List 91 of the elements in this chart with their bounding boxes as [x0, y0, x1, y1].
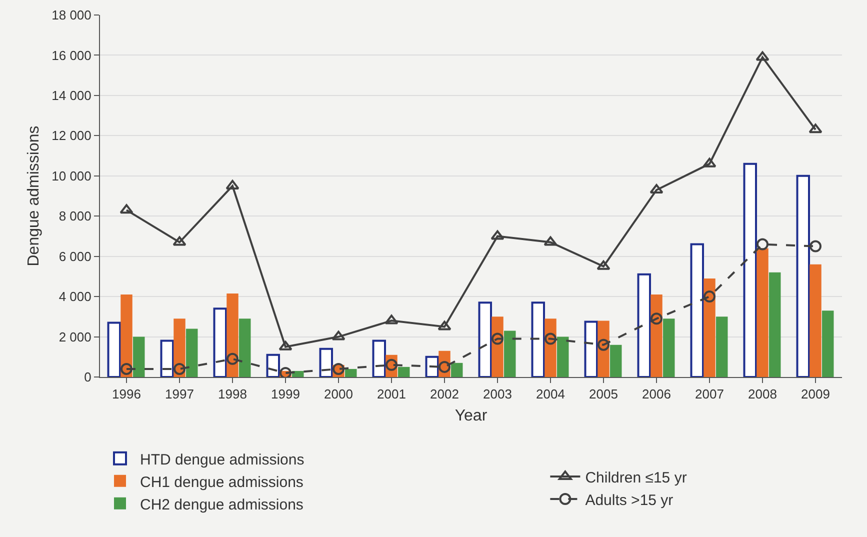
bar: [756, 248, 768, 377]
y-tick-label: 0: [84, 370, 92, 385]
x-tick-label: 2008: [748, 386, 777, 402]
point: [808, 124, 822, 134]
bar: [690, 243, 704, 377]
point: [650, 312, 662, 325]
legend-label: Children ≤15 yr: [585, 469, 687, 486]
bar: [238, 318, 251, 377]
bar: [556, 336, 569, 377]
point: [226, 352, 238, 365]
point: [120, 362, 132, 375]
x-tick-label: 1998: [218, 386, 247, 402]
point: [544, 236, 558, 246]
x-tick-label: 1999: [271, 386, 300, 402]
y-tick-label: 6 000: [58, 248, 92, 264]
bar: [132, 336, 145, 377]
bar: [372, 340, 386, 377]
point: [756, 51, 770, 61]
y-tick-label: 10 000: [52, 168, 92, 184]
bar: [450, 362, 463, 377]
point: [704, 290, 716, 303]
x-axis-title: Year: [454, 407, 488, 424]
y-tick-label: 18 000: [52, 8, 92, 23]
bar: [662, 318, 675, 377]
bar: [344, 368, 357, 377]
legend-label: Adults >15 yr: [585, 492, 674, 509]
bar: [796, 174, 810, 377]
bar: [637, 273, 652, 377]
point: [384, 314, 398, 324]
y-tick-label: 2 000: [58, 329, 92, 344]
point: [490, 230, 504, 240]
y-tick-label: 12 000: [52, 128, 92, 144]
x-tick-label: 2005: [589, 386, 618, 402]
x-tick-label: 2006: [642, 386, 671, 402]
x-tick-label: 2003: [483, 386, 512, 402]
bar: [319, 348, 334, 377]
point: [598, 338, 610, 351]
point: [172, 236, 186, 246]
x-tick-label: 2004: [536, 386, 565, 402]
point: [120, 204, 134, 214]
point: [756, 238, 768, 250]
x-tick-label: 2001: [377, 386, 406, 402]
bar: [704, 278, 716, 377]
legend-label: CH2 dengue admissions: [140, 496, 304, 514]
bar: [716, 316, 728, 377]
bar: [292, 370, 304, 377]
bar: [226, 294, 238, 377]
point: [438, 360, 450, 373]
bar: [398, 366, 410, 377]
x-tick-label: 1996: [112, 386, 141, 402]
bar: [743, 162, 758, 377]
bar: [810, 264, 822, 377]
point: [386, 358, 398, 371]
bar: [478, 302, 492, 377]
bar: [120, 294, 132, 377]
legend-label: HTD dengue admissions: [140, 451, 304, 468]
y-tick-label: 8 000: [58, 208, 92, 224]
bar: [266, 354, 280, 377]
y-tick-label: 16 000: [52, 48, 92, 63]
legend-label: CH1 dengue admissions: [140, 474, 304, 491]
y-tick-label: 4 000: [58, 289, 92, 304]
point: [596, 260, 610, 270]
bar: [822, 310, 834, 377]
bar: [186, 328, 198, 377]
point: [702, 158, 716, 168]
x-tick-label: 2009: [801, 386, 830, 402]
bar: [531, 302, 546, 377]
bar: [768, 272, 781, 377]
point: [226, 180, 240, 190]
point: [332, 330, 346, 340]
point: [810, 240, 822, 252]
bar: [107, 322, 122, 377]
y-axis-title: Dengue admissions: [26, 126, 43, 266]
point: [544, 332, 556, 345]
point: [492, 332, 504, 345]
bar: [504, 330, 516, 377]
point: [278, 340, 292, 350]
bar: [610, 344, 622, 377]
x-tick-label: 2000: [324, 386, 353, 402]
y-tick-label: 14 000: [52, 88, 92, 103]
bar: [650, 294, 662, 377]
bar: [584, 320, 598, 377]
point: [650, 184, 664, 194]
point: [280, 366, 292, 377]
x-tick-label: 1997: [165, 386, 194, 402]
point: [174, 362, 186, 375]
bar: [213, 308, 228, 377]
bar: [160, 340, 174, 377]
x-tick-label: 2007: [695, 386, 724, 402]
x-tick-label: 2002: [430, 386, 459, 402]
point: [438, 320, 452, 330]
